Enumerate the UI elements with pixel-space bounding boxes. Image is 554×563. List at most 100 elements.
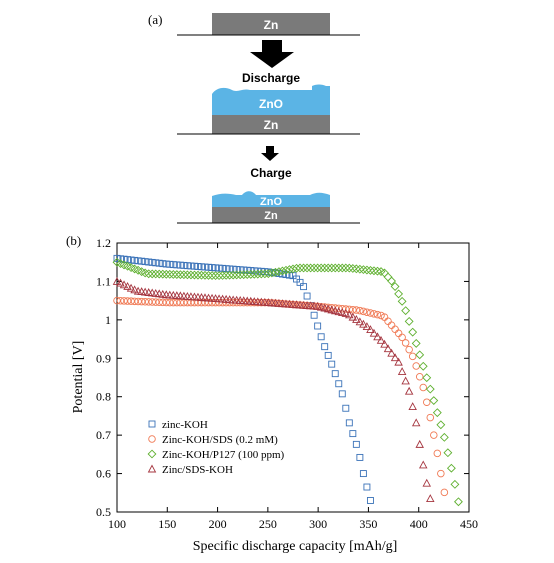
legend: zinc-KOH Zinc-KOH/SDS (0.2 mM) Zinc-KOH/P1… [147, 419, 285, 476]
data-point [398, 333, 406, 342]
data-point [317, 333, 325, 341]
data-point [194, 263, 202, 270]
data-point [401, 376, 410, 385]
legend-marker [147, 464, 157, 473]
data-point [335, 380, 343, 388]
data-point [253, 269, 263, 279]
data-point [158, 269, 168, 279]
data-point [390, 282, 400, 291]
data-point [168, 270, 178, 279]
data-point [356, 306, 364, 315]
data-point [151, 269, 161, 279]
data-point [159, 260, 167, 268]
data-point [117, 255, 124, 263]
data-point [288, 264, 298, 274]
data-point [348, 312, 358, 321]
x-tick-label: 200 [209, 517, 227, 531]
data-point [344, 263, 354, 273]
data-point [430, 431, 438, 439]
data-point [454, 497, 463, 507]
data-point [373, 310, 382, 319]
data-point [437, 469, 445, 478]
data-point [380, 268, 389, 278]
y-tick-label: 1.2 [96, 236, 111, 250]
data-point [411, 338, 421, 348]
data-point [303, 292, 311, 300]
data-point [166, 260, 174, 268]
data-point [239, 270, 249, 280]
zno-label-charged: ZnO [260, 196, 282, 208]
data-point [140, 268, 150, 278]
data-point [423, 398, 431, 406]
charge-arrow-icon [261, 146, 279, 161]
data-point [426, 494, 435, 502]
axes: 100 150 200 250 300 350 400 450 0.5 0.6 0.7 0.8 0.9 1… [96, 236, 478, 531]
data-point [321, 343, 329, 351]
legend-label: zinc-KOH [162, 419, 208, 431]
data-point [285, 265, 294, 275]
data-point [363, 483, 371, 491]
data-point [366, 497, 374, 504]
data-point [404, 386, 414, 395]
data-point [387, 321, 396, 329]
data-point [352, 306, 361, 314]
legend-marker [148, 435, 156, 443]
bare-zn-electrode: Zn [177, 13, 360, 36]
legend-marker [148, 420, 156, 428]
data-point [384, 317, 392, 325]
data-point [404, 316, 414, 326]
data-point [201, 263, 209, 271]
data-point [366, 265, 375, 275]
y-tick-label: 0.6 [96, 467, 111, 481]
data-point [228, 270, 238, 280]
data-point [316, 263, 326, 273]
data-point [429, 396, 439, 405]
data-point [165, 269, 175, 279]
data-point [183, 262, 191, 270]
data-point [412, 362, 420, 370]
data-point [383, 344, 393, 353]
y-tick-label: 0.9 [96, 351, 111, 365]
data-point [175, 270, 185, 280]
data-point [249, 269, 259, 279]
data-point [370, 310, 378, 318]
data-point [345, 305, 354, 314]
panel-b-label: (b) [66, 233, 82, 248]
data-point [436, 420, 446, 430]
charge-label: Charge [250, 166, 292, 180]
data-point [246, 269, 256, 279]
data-point [182, 270, 192, 280]
data-point [161, 269, 171, 279]
data-point [359, 470, 367, 478]
discharge-label: Discharge [242, 71, 300, 85]
data-point [172, 270, 182, 279]
data-point [418, 361, 428, 371]
x-tick-label: 450 [460, 517, 478, 531]
data-point [190, 262, 198, 270]
data-point [306, 263, 316, 273]
data-point [219, 264, 227, 272]
series-3 [112, 276, 435, 502]
data-point [267, 268, 277, 278]
data-point [342, 404, 350, 412]
data-point [292, 263, 301, 273]
data-point [327, 263, 337, 273]
data-point [242, 270, 252, 279]
data-point [369, 328, 379, 337]
data-point [221, 270, 231, 280]
legend-label: Zinc-KOH/SDS (0.2 mM) [162, 434, 278, 446]
data-points [112, 254, 463, 507]
data-point [359, 307, 368, 316]
data-point [369, 266, 379, 276]
data-point [147, 269, 157, 279]
data-point [349, 430, 357, 438]
data-point [341, 309, 351, 317]
zno-label-discharged: ZnO [259, 97, 283, 111]
data-point [281, 265, 291, 275]
data-point [205, 263, 212, 271]
data-point [387, 276, 396, 286]
data-point [155, 259, 163, 267]
data-point [373, 332, 382, 341]
plot-frame [116, 242, 470, 513]
data-point [418, 460, 428, 469]
